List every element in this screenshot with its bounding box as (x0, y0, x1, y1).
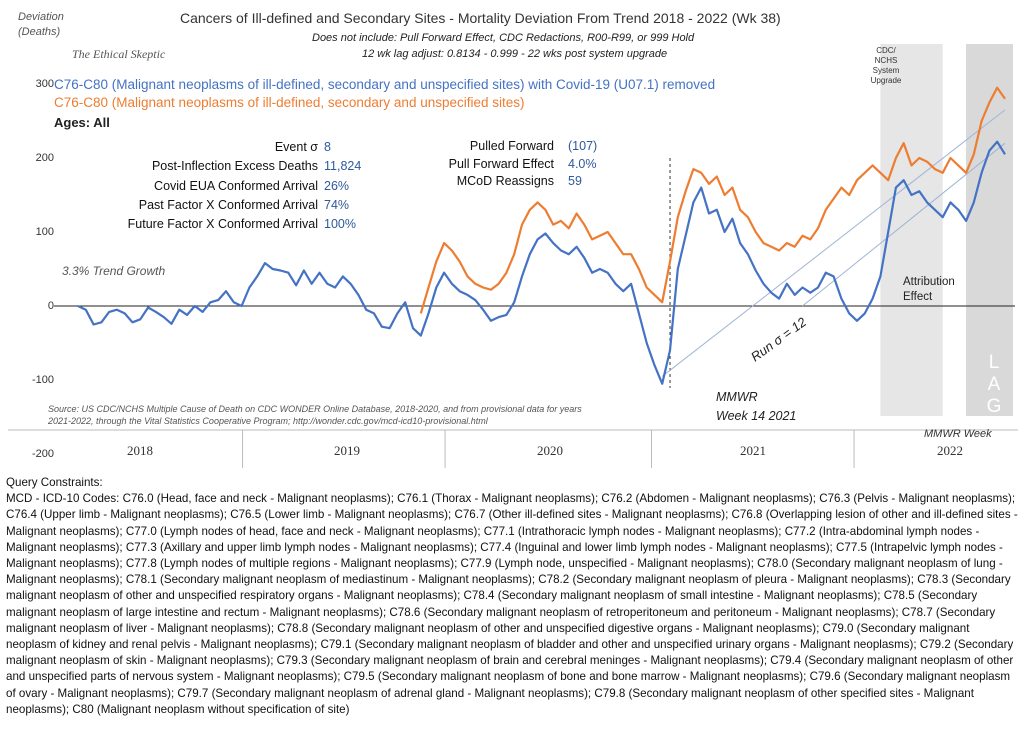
x-year-2019: 2019 (334, 443, 360, 458)
upgrade-line2: NCHS (874, 56, 898, 65)
source-line1: Source: US CDC/NCHS Multiple Cause of De… (48, 404, 582, 414)
x-year-2021: 2021 (740, 443, 766, 458)
x-year-2022: 2022 (937, 443, 963, 458)
series-line-orange (419, 86, 1006, 314)
stat-value-past-factor-x: 74% (324, 198, 350, 212)
y-tick-100: 100 (35, 226, 54, 238)
source-note: Source: US CDC/NCHS Multiple Cause of De… (48, 403, 582, 427)
stat-value-mcod-reassigns: 59 (568, 174, 582, 188)
chart-subtitle-1: Does not include: Pull Forward Effect, C… (312, 32, 695, 44)
query-title: Query Constraints: (6, 476, 103, 489)
stat-label-covid-eua: Covid EUA Conformed Arrival (154, 179, 318, 193)
attribution-effect-label: Attribution Effect (903, 275, 955, 305)
trend-growth-label: 3.3% Trend Growth (62, 264, 166, 278)
system-upgrade-band (880, 44, 943, 416)
legend-orange: C76-C80 (Malignant neoplasms of ill-defi… (54, 95, 525, 110)
attribution-line2: Effect (903, 291, 933, 303)
x-year-2018: 2018 (127, 443, 153, 458)
upgrade-line3: System (872, 66, 900, 75)
mmwr-week14-label: MMWR Week 14 2021 (716, 388, 796, 426)
stat-label-mcod-reassigns: MCoD Reassigns (456, 174, 554, 188)
run-sigma-label: Run σ = 12 (748, 314, 810, 365)
stat-value-future-factor-x: 100% (324, 217, 356, 231)
stat-label-past-factor-x: Past Factor X Conformed Arrival (138, 198, 318, 212)
stat-value-covid-eua: 26% (324, 179, 350, 193)
stat-label-pull-forward-effect: Pull Forward Effect (448, 157, 554, 171)
y-tick-minus-200: -200 (31, 448, 54, 460)
stat-value-pull-forward-effect: 4.0% (568, 157, 597, 171)
stat-value-event-sigma: 8 (324, 140, 331, 154)
y-unit-label: Deviation (Deaths) (18, 10, 64, 40)
lag-label: L A G (986, 352, 1002, 417)
y-tick-300: 300 (35, 78, 54, 90)
mmwr-week-axis-label: MMWR Week (924, 428, 992, 440)
upgrade-line4: Upgrade (870, 76, 902, 85)
legend-blue: C76-C80 (Malignant neoplasms of ill-defi… (54, 77, 716, 92)
y-unit-label-line1: Deviation (18, 11, 64, 23)
plot-svg: Run σ = 12 (8, 44, 1018, 468)
y-tick-200: 200 (35, 152, 54, 164)
chart-title: Cancers of Ill-defined and Secondary Sit… (180, 10, 781, 26)
y-tick-minus-100: -100 (31, 374, 54, 386)
brand-watermark: The Ethical Skeptic (72, 47, 166, 61)
mmwr-week14-line2: Week 14 2021 (716, 409, 797, 423)
stat-value-excess-deaths: 11,824 (324, 159, 362, 173)
baseline-trend-line (802, 142, 1006, 307)
y-unit-label-line2: (Deaths) (18, 26, 61, 38)
x-year-2020: 2020 (537, 443, 563, 458)
y-tick-0: 0 (47, 300, 54, 312)
upgrade-line1: CDC/ (876, 46, 896, 55)
attribution-line1: Attribution (903, 276, 955, 288)
ages-label: Ages: All (54, 115, 110, 130)
query-text: MCD - ICD-10 Codes: C76.0 (Head, face an… (6, 492, 1018, 716)
stat-label-future-factor-x: Future Factor X Conformed Arrival (127, 217, 318, 231)
query-constraints: Query Constraints: MCD - ICD-10 Codes: C… (6, 475, 1018, 718)
stat-value-pulled-forward: (107) (568, 139, 598, 153)
stat-label-event-sigma: Event σ (274, 140, 318, 154)
chart-area: Run σ = 12 (8, 44, 1018, 468)
source-line2: 2021-2022, through the Vital Statistics … (48, 416, 488, 426)
series-line-blue (77, 140, 1006, 385)
mmwr-week14-line1: MMWR (716, 390, 758, 404)
chart-subtitle-2: 12 wk lag adjust: 0.8134 - 0.999 - 22 wk… (362, 48, 668, 60)
stat-label-pulled-forward: Pulled Forward (469, 139, 554, 153)
system-upgrade-label: CDC/ NCHS System Upgrade (854, 46, 918, 86)
lag-band (966, 44, 1013, 416)
run-trend-line (661, 109, 1006, 377)
stat-label-excess-deaths: Post-Inflection Excess Deaths (151, 159, 318, 173)
